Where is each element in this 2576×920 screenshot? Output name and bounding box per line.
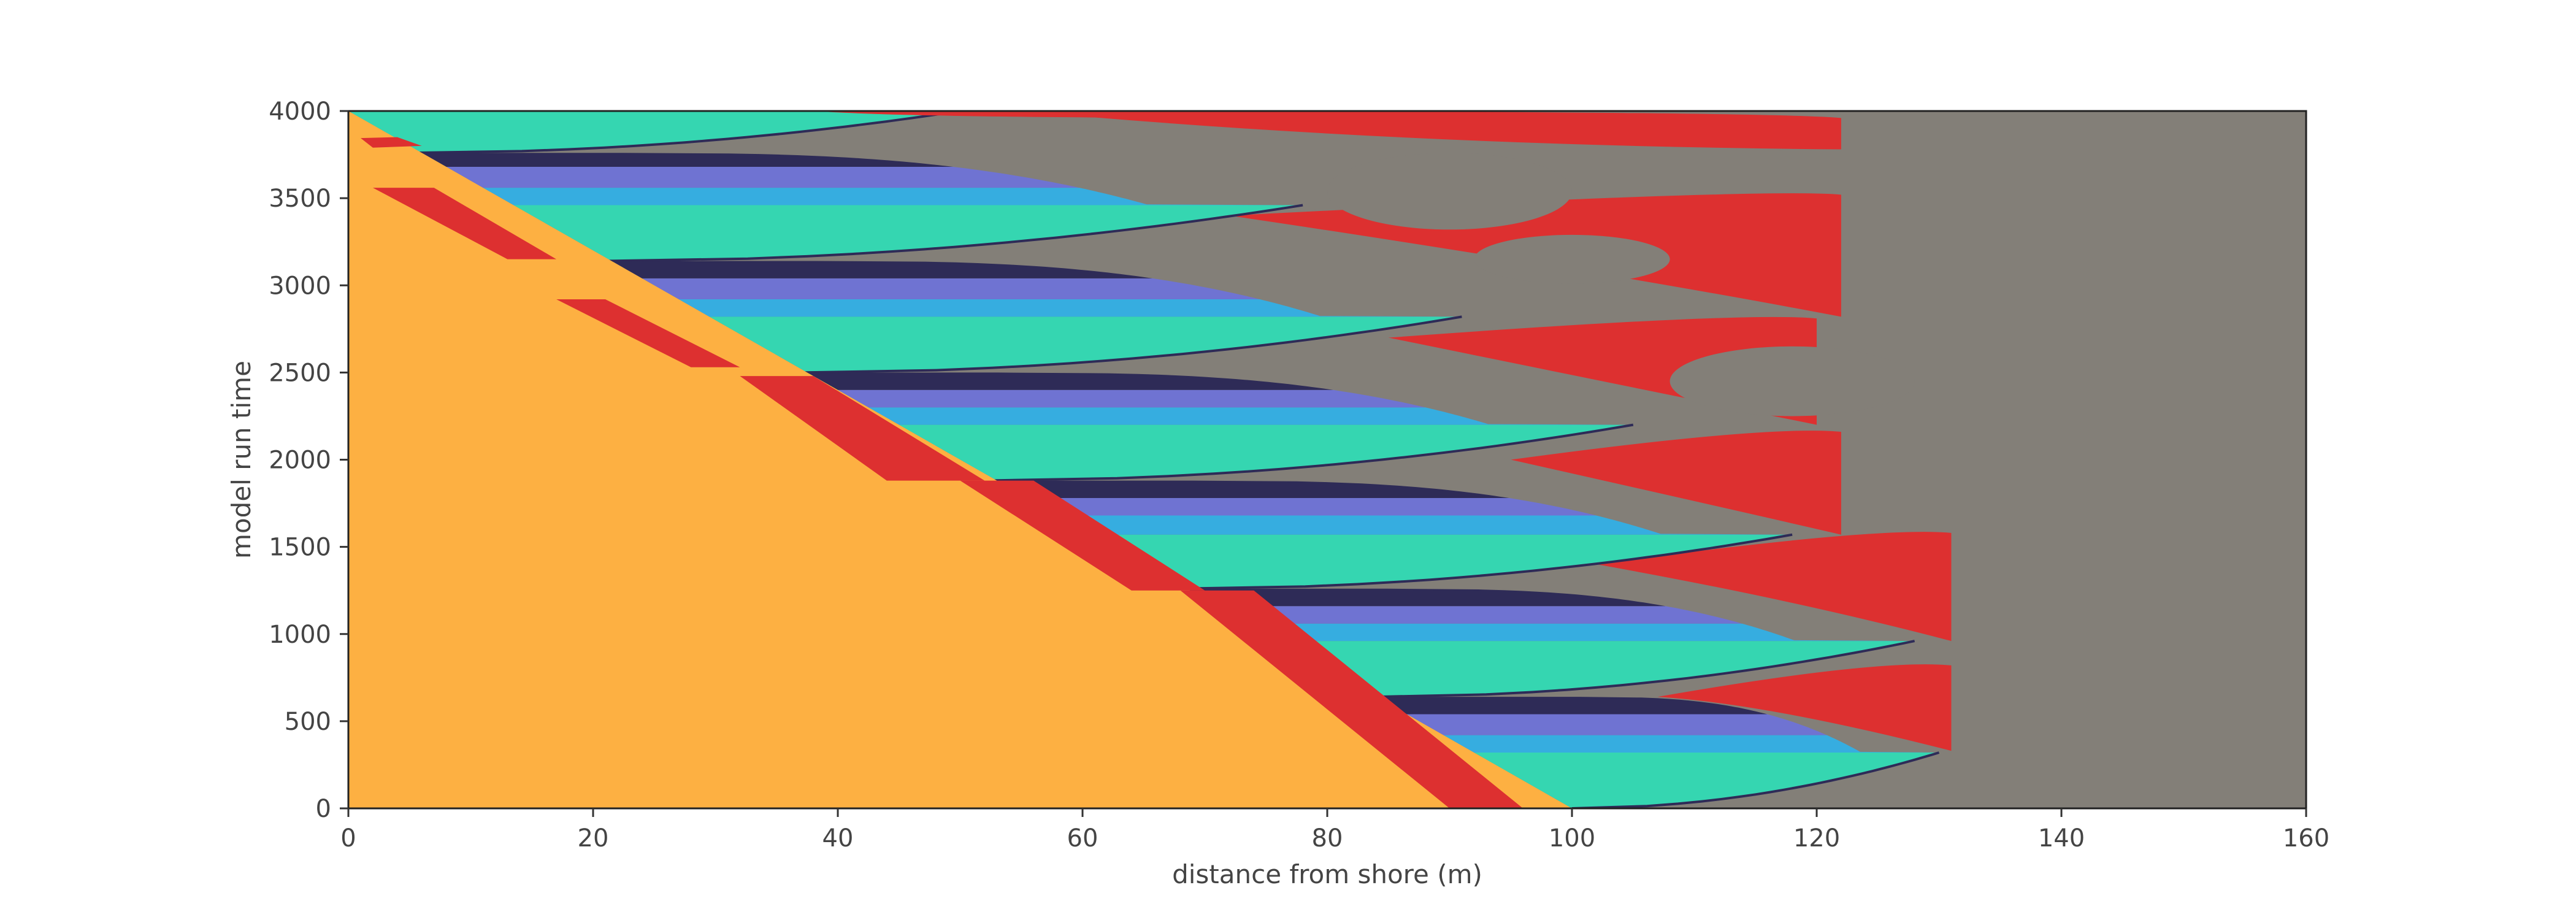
x-tick-label: 100 bbox=[1549, 824, 1595, 853]
stripe-navy bbox=[1376, 697, 1768, 715]
shore-band bbox=[361, 137, 422, 148]
y-tick-label: 3500 bbox=[269, 185, 331, 213]
cycle-edge bbox=[409, 111, 960, 155]
gray-blob bbox=[1669, 346, 1915, 416]
stripe-navy bbox=[997, 480, 1509, 498]
red-lobe bbox=[1511, 431, 1841, 535]
red-lobe bbox=[1596, 532, 1952, 642]
stripe-lavender bbox=[1027, 498, 1597, 516]
stripe-teal bbox=[1474, 753, 1939, 808]
shore-band bbox=[960, 480, 1205, 591]
stripe-teal bbox=[899, 424, 1633, 481]
red-lobe bbox=[1021, 111, 1841, 150]
cycle-edge bbox=[1376, 640, 1915, 699]
stripe-lavender bbox=[1406, 714, 1827, 735]
cycle-edge bbox=[605, 204, 1303, 263]
plot-area bbox=[348, 111, 2306, 808]
stripe-lavender bbox=[838, 389, 1425, 408]
y-tick-label: 2000 bbox=[269, 447, 331, 475]
x-tick-label: 20 bbox=[578, 824, 609, 853]
x-tick-label: 60 bbox=[1067, 824, 1098, 853]
x-tick-label: 80 bbox=[1312, 824, 1343, 853]
stripe-navy bbox=[611, 261, 1152, 278]
y-tick-label: 2500 bbox=[269, 359, 331, 387]
stripe-lavender bbox=[1217, 606, 1742, 624]
gray-blob bbox=[1474, 234, 1670, 284]
y-tick-label: 0 bbox=[316, 795, 331, 823]
red-lobe bbox=[813, 111, 1279, 118]
cycle-edge bbox=[1571, 751, 1940, 808]
x-axis: 0 20 40 60 80 100 120 140 160 bbox=[340, 808, 2329, 853]
stripe-lavender bbox=[446, 167, 1079, 188]
x-tick-label: 160 bbox=[2283, 824, 2329, 853]
red-lobe bbox=[1657, 664, 1952, 751]
y-tick-label: 3000 bbox=[269, 272, 331, 300]
gray-blob bbox=[1327, 153, 1572, 230]
y-tick-label: 500 bbox=[285, 708, 331, 736]
stripe-navy bbox=[421, 153, 953, 167]
shore-band bbox=[556, 299, 740, 367]
stripe-teal bbox=[1092, 534, 1793, 589]
shore-band bbox=[1180, 590, 1524, 808]
stripe-teal bbox=[513, 205, 1303, 261]
shore-band bbox=[372, 188, 557, 259]
stripe-lavender bbox=[642, 278, 1260, 299]
x-tick-label: 40 bbox=[822, 824, 854, 853]
y-axis: 0 500 1000 1500 2000 2500 3000 3500 4000 bbox=[269, 98, 348, 823]
stripe-sky bbox=[1443, 735, 1939, 753]
x-tick-label: 120 bbox=[1793, 824, 1840, 853]
y-tick-label: 1500 bbox=[269, 534, 331, 562]
cycle-edge bbox=[801, 315, 1462, 374]
x-tick-label: 0 bbox=[340, 824, 356, 853]
cycle-edge bbox=[984, 423, 1634, 482]
stripe-sky bbox=[678, 299, 1462, 317]
stripe-navy bbox=[807, 372, 1333, 390]
y-tick-label: 1000 bbox=[269, 621, 331, 649]
x-axis-label: distance from shore (m) bbox=[1172, 859, 1482, 889]
x-tick-label: 140 bbox=[2038, 824, 2085, 853]
stripe-sky bbox=[1248, 623, 1915, 642]
shore-band bbox=[740, 376, 985, 481]
stripe-sky bbox=[868, 407, 1633, 425]
stripe-sky bbox=[1058, 515, 1793, 535]
stripe-teal bbox=[348, 111, 960, 153]
y-axis-label: model run time bbox=[226, 361, 256, 559]
stripe-teal bbox=[1278, 641, 1915, 697]
y-tick-label: 4000 bbox=[269, 98, 331, 126]
cycle-edge bbox=[1180, 533, 1793, 590]
stripe-sky bbox=[483, 188, 1303, 205]
stripe-navy bbox=[1186, 588, 1666, 607]
stripe-teal bbox=[709, 316, 1462, 373]
